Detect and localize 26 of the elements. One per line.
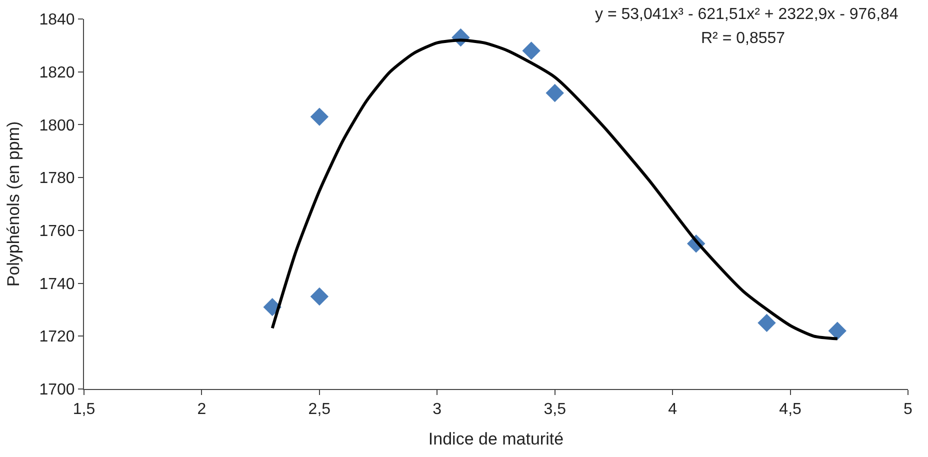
x-tick-label: 4	[668, 401, 678, 418]
x-tick-label: 1,5	[72, 401, 96, 418]
y-tick-label: 1780	[39, 170, 75, 188]
point	[758, 314, 776, 332]
point	[522, 42, 540, 60]
point	[546, 84, 564, 102]
point	[828, 322, 846, 340]
x-tick-label: 3,5	[544, 401, 566, 418]
point	[310, 108, 329, 126]
x-tick-label: 2	[197, 401, 206, 418]
y-tick-label: 1800	[39, 117, 75, 134]
y-tick-label: 1760	[39, 223, 75, 240]
y-tick-label: 1720	[39, 328, 75, 346]
y-axis-title: Polyphénols (en ppm)	[4, 121, 23, 287]
y-tick-label: 1820	[39, 64, 75, 82]
x-tick-label: 2,5	[308, 401, 331, 418]
annotation: y = 53,041x³ - 621,51x² + 2322,9x - 976,84	[595, 6, 898, 23]
y-tick-label: 1740	[39, 276, 75, 293]
x-tick-label: 4,5	[779, 401, 802, 418]
x-tick-label: 3	[432, 401, 442, 418]
y-tick-label: 1700	[39, 382, 75, 399]
point	[310, 287, 329, 306]
x-tick-label: 5	[904, 401, 913, 418]
x-axis-title: Indice de maturité	[428, 430, 564, 449]
annotation: R² = 0,8557	[701, 30, 786, 47]
y-tick-label: 1840	[39, 12, 75, 29]
